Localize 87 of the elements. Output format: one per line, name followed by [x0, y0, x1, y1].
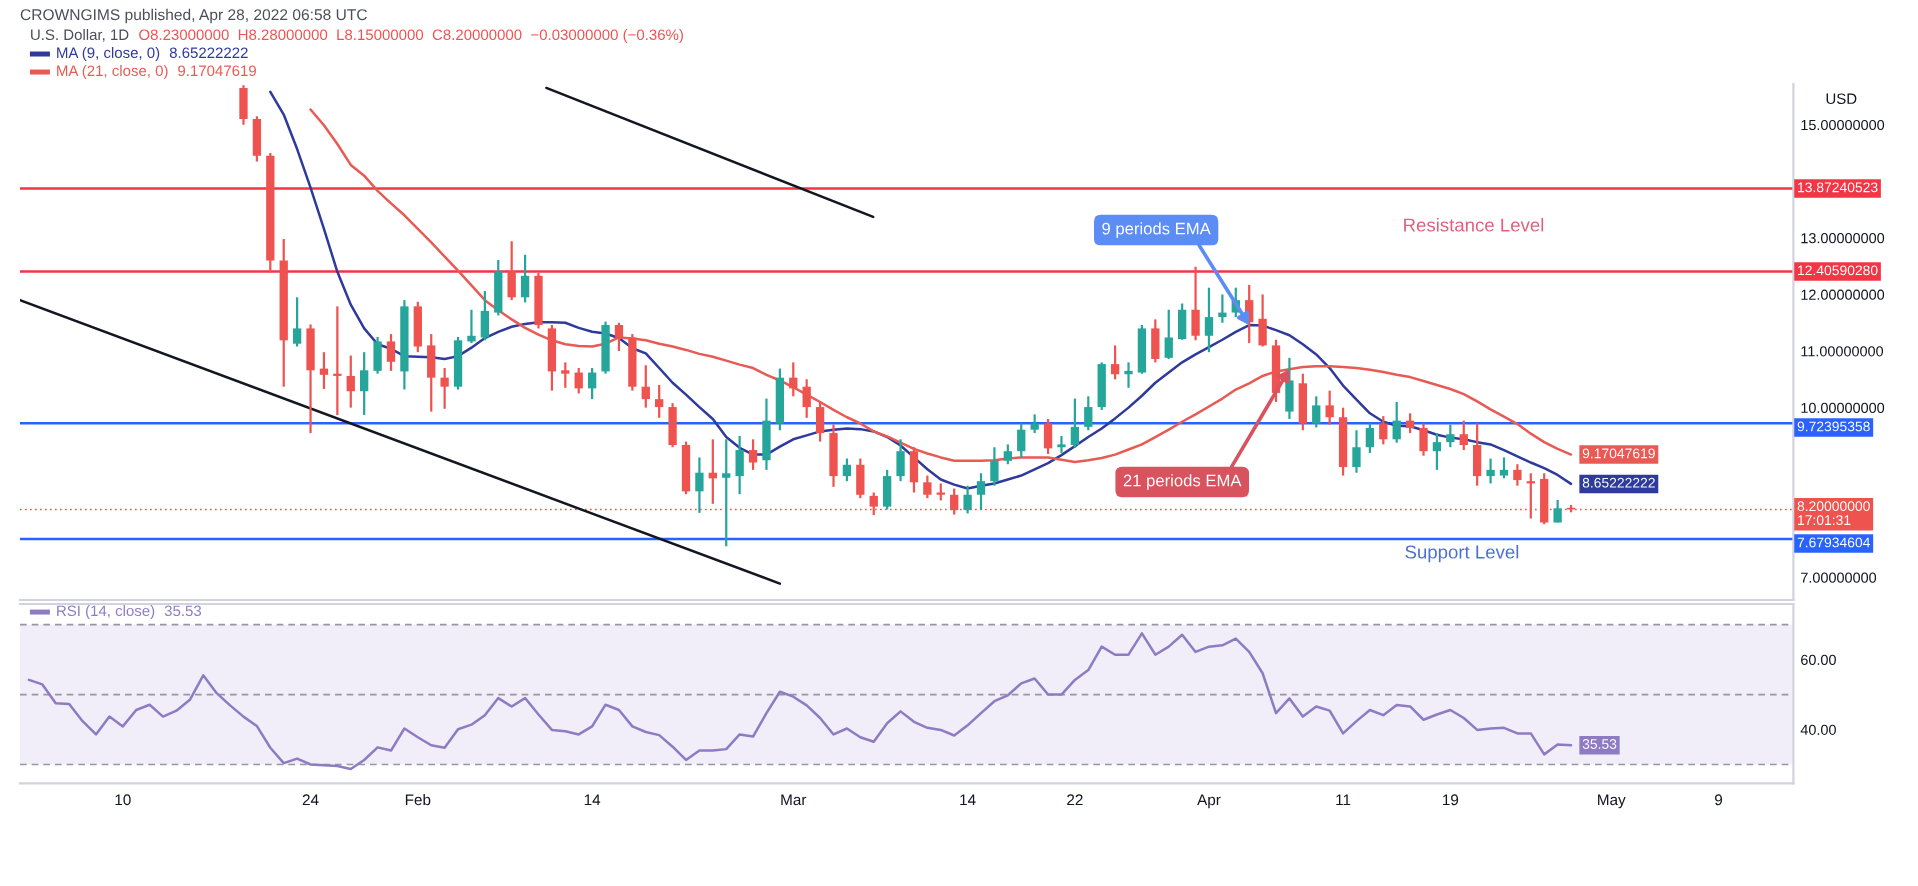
- candlestick: [1486, 457, 1495, 485]
- candlestick: [587, 366, 597, 401]
- candlestick: [346, 354, 355, 409]
- candlestick: [292, 296, 302, 348]
- candlestick: [1084, 395, 1093, 432]
- candlestick: [655, 383, 664, 419]
- candlestick: [507, 240, 516, 302]
- candlestick: [896, 438, 905, 483]
- candlestick: [333, 305, 342, 417]
- candlestick: [1218, 293, 1227, 324]
- candlestick: [1057, 434, 1066, 454]
- candlestick: [1137, 323, 1147, 375]
- candlestick: [239, 84, 248, 126]
- candlestick: [480, 289, 490, 342]
- candlestick: [1432, 431, 1442, 471]
- candlestick: [882, 468, 892, 511]
- candlestick: [802, 378, 811, 419]
- candlestick: [1003, 443, 1012, 466]
- candlestick: [561, 361, 570, 389]
- candlestick: [319, 351, 329, 391]
- candlestick: [748, 438, 758, 471]
- candlestick: [1124, 361, 1133, 389]
- candlestick: [427, 332, 436, 413]
- candlestick: [360, 351, 369, 417]
- candlestick: [990, 446, 999, 487]
- candlestick: [681, 440, 691, 496]
- candlestick: [1070, 397, 1080, 449]
- candlestick: [547, 323, 557, 392]
- candlestick: [641, 364, 650, 409]
- candlestick: [1473, 422, 1482, 487]
- candlestick: [1043, 417, 1053, 456]
- candlestick: [386, 332, 396, 372]
- annotation: 9 periods EMA: [1102, 222, 1211, 238]
- candlestick: [1298, 372, 1307, 432]
- candlestick: [1191, 265, 1200, 342]
- candlestick: [829, 423, 838, 488]
- candlestick: [789, 361, 798, 398]
- candlestick: [1513, 463, 1522, 487]
- candlestick: [1030, 413, 1039, 435]
- candlestick: [1164, 308, 1173, 361]
- candlestick: [722, 438, 731, 548]
- candlestick: [306, 323, 315, 435]
- candlestick: [614, 321, 624, 353]
- candlestick: [1110, 344, 1120, 381]
- candlestick: [668, 402, 677, 449]
- candlestick: [1312, 395, 1321, 429]
- candlestick: [815, 400, 825, 443]
- candlestick: [413, 300, 422, 354]
- annotation: Support Level: [1405, 544, 1519, 563]
- candlestick: [1499, 456, 1509, 480]
- annotation: 21 periods EMA: [1123, 474, 1242, 490]
- candlestick: [453, 335, 463, 391]
- candlestick: [1151, 318, 1160, 364]
- candlestick: [1204, 286, 1214, 354]
- candlestick: [1017, 422, 1026, 459]
- candlestick: [695, 456, 704, 514]
- candlestick: [1419, 422, 1428, 457]
- candlestick: [494, 258, 503, 317]
- candlestick: [1379, 415, 1388, 446]
- candlestick: [1405, 412, 1415, 435]
- candlestick: [842, 457, 852, 483]
- candlestick: [735, 434, 744, 496]
- candlestick: [1325, 389, 1334, 426]
- candlestick: [1352, 429, 1361, 474]
- candlestick: [923, 474, 932, 500]
- candlestick: [856, 457, 865, 500]
- candlestick: [1258, 293, 1267, 348]
- candlestick: [440, 366, 449, 410]
- candlestick: [574, 366, 583, 395]
- line-series: [27, 632, 1573, 771]
- candlestick: [1392, 400, 1401, 444]
- candlestick: [1459, 419, 1468, 452]
- candlestick: [1097, 361, 1106, 411]
- candlestick: [601, 320, 610, 375]
- candlestick: [1178, 302, 1187, 341]
- candlestick: [963, 484, 972, 515]
- candlestick: [1446, 423, 1455, 449]
- candlestick: [520, 253, 530, 304]
- candlestick: [775, 367, 785, 432]
- candlestick: [1285, 356, 1294, 421]
- candlestick: [976, 472, 986, 512]
- candlestick: [1365, 422, 1375, 454]
- annotation: Resistance Level: [1404, 217, 1544, 232]
- candlestick: [762, 397, 771, 471]
- candlestick: [467, 308, 476, 345]
- candlestick: [373, 335, 382, 375]
- candlestick: [252, 115, 262, 163]
